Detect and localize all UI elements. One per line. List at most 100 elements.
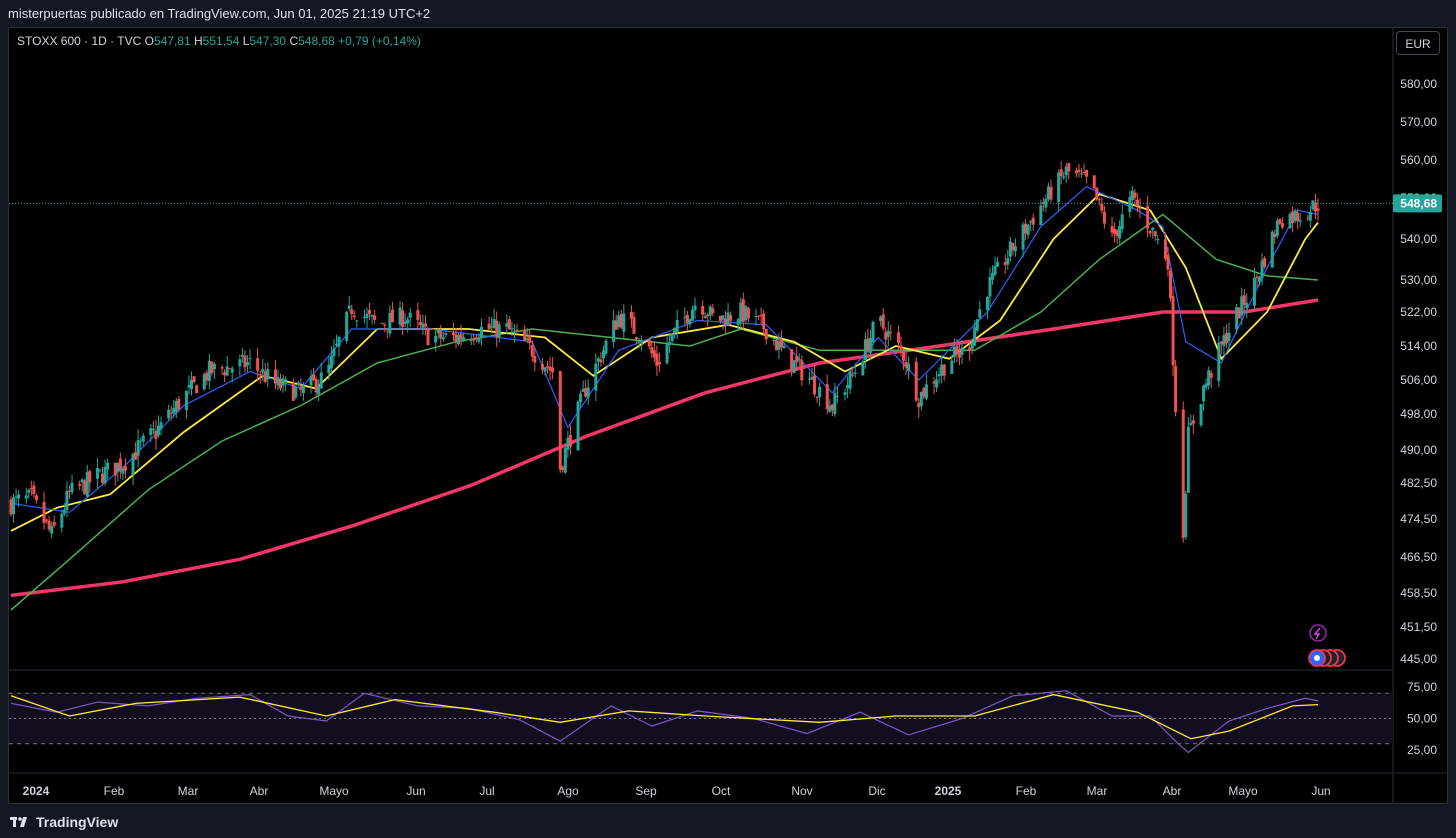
candle-body — [1021, 224, 1025, 250]
candle-body — [32, 485, 36, 494]
flash-glyph-icon — [1313, 627, 1321, 640]
candle-body — [652, 350, 656, 358]
low-label: L — [242, 34, 250, 48]
candle-body — [1006, 257, 1010, 265]
candle-body — [942, 364, 946, 376]
footer: TradingView — [0, 804, 1456, 838]
candle-body — [1166, 255, 1170, 270]
candle-body — [757, 315, 761, 317]
price-tick-label: 560,00 — [1400, 153, 1437, 167]
candle-body — [151, 429, 155, 431]
candle-body — [497, 324, 501, 338]
candle-body — [294, 386, 298, 398]
candle-body — [655, 353, 659, 367]
candle-body — [1097, 199, 1101, 201]
candle-body — [955, 346, 959, 354]
candle-body — [917, 402, 921, 408]
candle-body — [418, 321, 422, 325]
candle-body — [688, 319, 692, 325]
candle-body — [622, 313, 626, 332]
candle-body — [772, 340, 776, 342]
candle-body — [469, 339, 473, 342]
candle-body — [352, 315, 356, 318]
candle-body — [83, 480, 87, 494]
candle-body — [45, 519, 49, 521]
candle-body — [1245, 303, 1249, 309]
candle-body — [693, 305, 697, 311]
time-tick-label: Abr — [1163, 784, 1182, 798]
candle-body — [1191, 420, 1195, 424]
candle-body — [202, 374, 206, 390]
candle-body — [80, 479, 84, 483]
candle-body — [790, 349, 794, 371]
candle-body — [1031, 217, 1035, 225]
candle-body — [650, 347, 654, 354]
candle-body — [248, 358, 252, 360]
candle-body — [116, 462, 120, 472]
candle-body — [1067, 163, 1071, 172]
candle-body — [1207, 370, 1211, 386]
candle-body — [614, 320, 618, 330]
candle-body — [724, 318, 728, 326]
candle-body — [495, 320, 499, 338]
low-value: 547,30 — [249, 34, 287, 48]
candle-body — [403, 321, 407, 324]
candle-body — [334, 343, 338, 346]
candle-body — [741, 299, 745, 322]
candle-body — [510, 328, 514, 330]
candle-body — [1288, 213, 1292, 229]
candle-body — [106, 462, 110, 470]
candle-body — [406, 319, 410, 324]
candle-body — [490, 326, 494, 328]
candle-body — [1046, 186, 1050, 200]
candle-body — [960, 347, 964, 355]
candle-body — [739, 302, 743, 323]
candle-body — [581, 389, 585, 392]
candle-body — [434, 335, 438, 343]
candle-body — [701, 306, 705, 315]
candle-body — [347, 305, 351, 309]
time-tick-label: Abr — [250, 784, 269, 798]
candle-body — [1118, 225, 1122, 239]
candle-body — [1128, 197, 1132, 212]
candle-body — [940, 364, 944, 376]
candle-body — [736, 319, 740, 325]
candle-body — [530, 345, 534, 357]
candle-body — [744, 306, 748, 320]
candle-body — [27, 489, 31, 493]
currency-button[interactable]: EUR — [1396, 31, 1440, 55]
candle-body — [228, 368, 232, 370]
candle-body — [98, 469, 102, 471]
candle-body — [1026, 224, 1030, 235]
candle-body — [1237, 307, 1241, 319]
candle-body — [177, 399, 181, 410]
candle-body — [365, 313, 369, 318]
candle-body — [1085, 170, 1089, 177]
candle-body — [683, 316, 687, 318]
high-label: H — [194, 34, 203, 48]
candle-body — [1316, 208, 1320, 211]
candle-body — [451, 332, 455, 336]
candle-body — [103, 467, 107, 484]
candle-body — [337, 337, 341, 347]
candle-body — [706, 314, 710, 317]
dividend-flash-icon[interactable] — [1309, 624, 1327, 642]
candle-body — [907, 363, 911, 372]
candle-body — [1171, 296, 1175, 366]
candle-body — [561, 466, 565, 471]
chart-pane[interactable]: 580,00570,00560,00550,00540,00530,00522,… — [8, 27, 1448, 804]
candle-body — [1115, 230, 1119, 237]
candle-body — [167, 409, 171, 419]
time-tick-label: Dic — [868, 784, 885, 798]
candle-body — [9, 499, 13, 515]
candle-body — [1092, 175, 1096, 189]
tradingview-logo[interactable]: TradingView — [10, 814, 118, 830]
chart-svg[interactable]: 580,00570,00560,00550,00540,00530,00522,… — [9, 28, 1447, 803]
candle-body — [1120, 214, 1124, 230]
candle-body — [62, 509, 66, 514]
candle-body — [665, 344, 669, 364]
candle-body — [1059, 169, 1063, 177]
candle-body — [1174, 365, 1178, 413]
price-tick-label: 445,00 — [1400, 652, 1437, 666]
candle-body — [141, 435, 145, 442]
